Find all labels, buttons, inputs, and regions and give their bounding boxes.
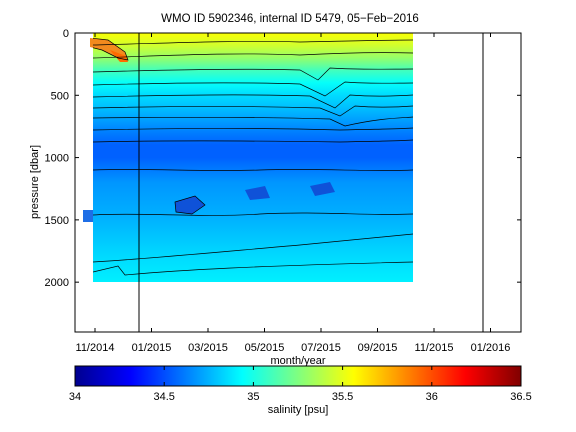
salinity-patch-1	[175, 196, 205, 214]
chart-title: WMO ID 5902346, internal ID 5479, 05−Feb…	[161, 13, 419, 25]
x-axis: 11/2014 01/2015 03/2015 05/2015 07/2015 09/20…	[76, 33, 511, 367]
y-ticks: 0 500 1000 1500 2000	[45, 28, 521, 289]
x-tick-label: 01/2016	[471, 342, 511, 354]
contour-line	[93, 67, 413, 81]
y-tick-label: 1500	[45, 215, 69, 227]
colorbar-tick-label: 34	[69, 391, 81, 403]
contour-line	[93, 52, 413, 59]
plot-frame	[74, 32, 522, 333]
y-tick-label: 0	[63, 28, 69, 40]
contour-line	[93, 127, 413, 131]
x-tick-label: 11/2014	[76, 342, 115, 354]
salinity-fill	[93, 33, 413, 282]
plot-area	[74, 32, 522, 333]
contour-line	[93, 81, 413, 97]
x-tick-label: 05/2015	[245, 342, 285, 354]
contour-line	[93, 233, 413, 263]
x-axis-title: month/year	[270, 355, 325, 367]
y-tick-label: 2000	[45, 277, 69, 289]
contour-line	[93, 105, 413, 117]
salinity-patch-2	[245, 186, 270, 200]
colorbar-tick-label: 34.5	[153, 391, 174, 403]
x-tick-label: 01/2015	[132, 342, 172, 354]
contour-line	[93, 37, 129, 61]
colorbar-ticks: 34 34.5 35 35.5 36 36.5	[69, 366, 532, 403]
contour-line	[174, 195, 206, 215]
x-tick-label: 03/2015	[188, 342, 228, 354]
contour-line	[93, 169, 413, 171]
contour-line	[93, 139, 413, 143]
y-axis-title: pressure [dbar]	[29, 145, 41, 219]
contour-line	[93, 261, 413, 276]
colorbar-tick-label: 36.5	[510, 391, 531, 403]
y-tick-label: 1000	[45, 153, 69, 165]
salinity-field	[83, 33, 413, 282]
contour-line	[93, 39, 413, 46]
x-ticks: 11/2014 01/2015 03/2015 05/2015 07/2015 09/20…	[76, 33, 511, 354]
colorbar-tick-label: 35.5	[332, 391, 353, 403]
contour-lines	[93, 37, 413, 276]
colorbar: 34 34.5 35 35.5 36 36.5 salinity [psu]	[69, 365, 532, 416]
salinity-edge-patch	[83, 210, 93, 222]
colorbar-tick-label: 35	[247, 391, 259, 403]
salinity-patch-3	[310, 182, 335, 196]
colorbar-tick-label: 36	[426, 391, 438, 403]
colorbar-gradient	[74, 365, 522, 387]
colorbar-label: salinity [psu]	[268, 404, 329, 416]
contour-line	[93, 116, 413, 127]
contour-line	[93, 94, 413, 109]
x-tick-label: 07/2015	[301, 342, 341, 354]
x-tick-label: 09/2015	[358, 342, 398, 354]
no-data-region	[75, 282, 413, 332]
y-axis: 0 500 1000 1500 2000 pressure [dbar]	[29, 28, 521, 289]
vertical-markers	[138, 33, 484, 332]
x-tick-label: 11/2015	[415, 342, 454, 354]
contour-line	[93, 212, 413, 216]
y-tick-label: 500	[51, 90, 69, 102]
